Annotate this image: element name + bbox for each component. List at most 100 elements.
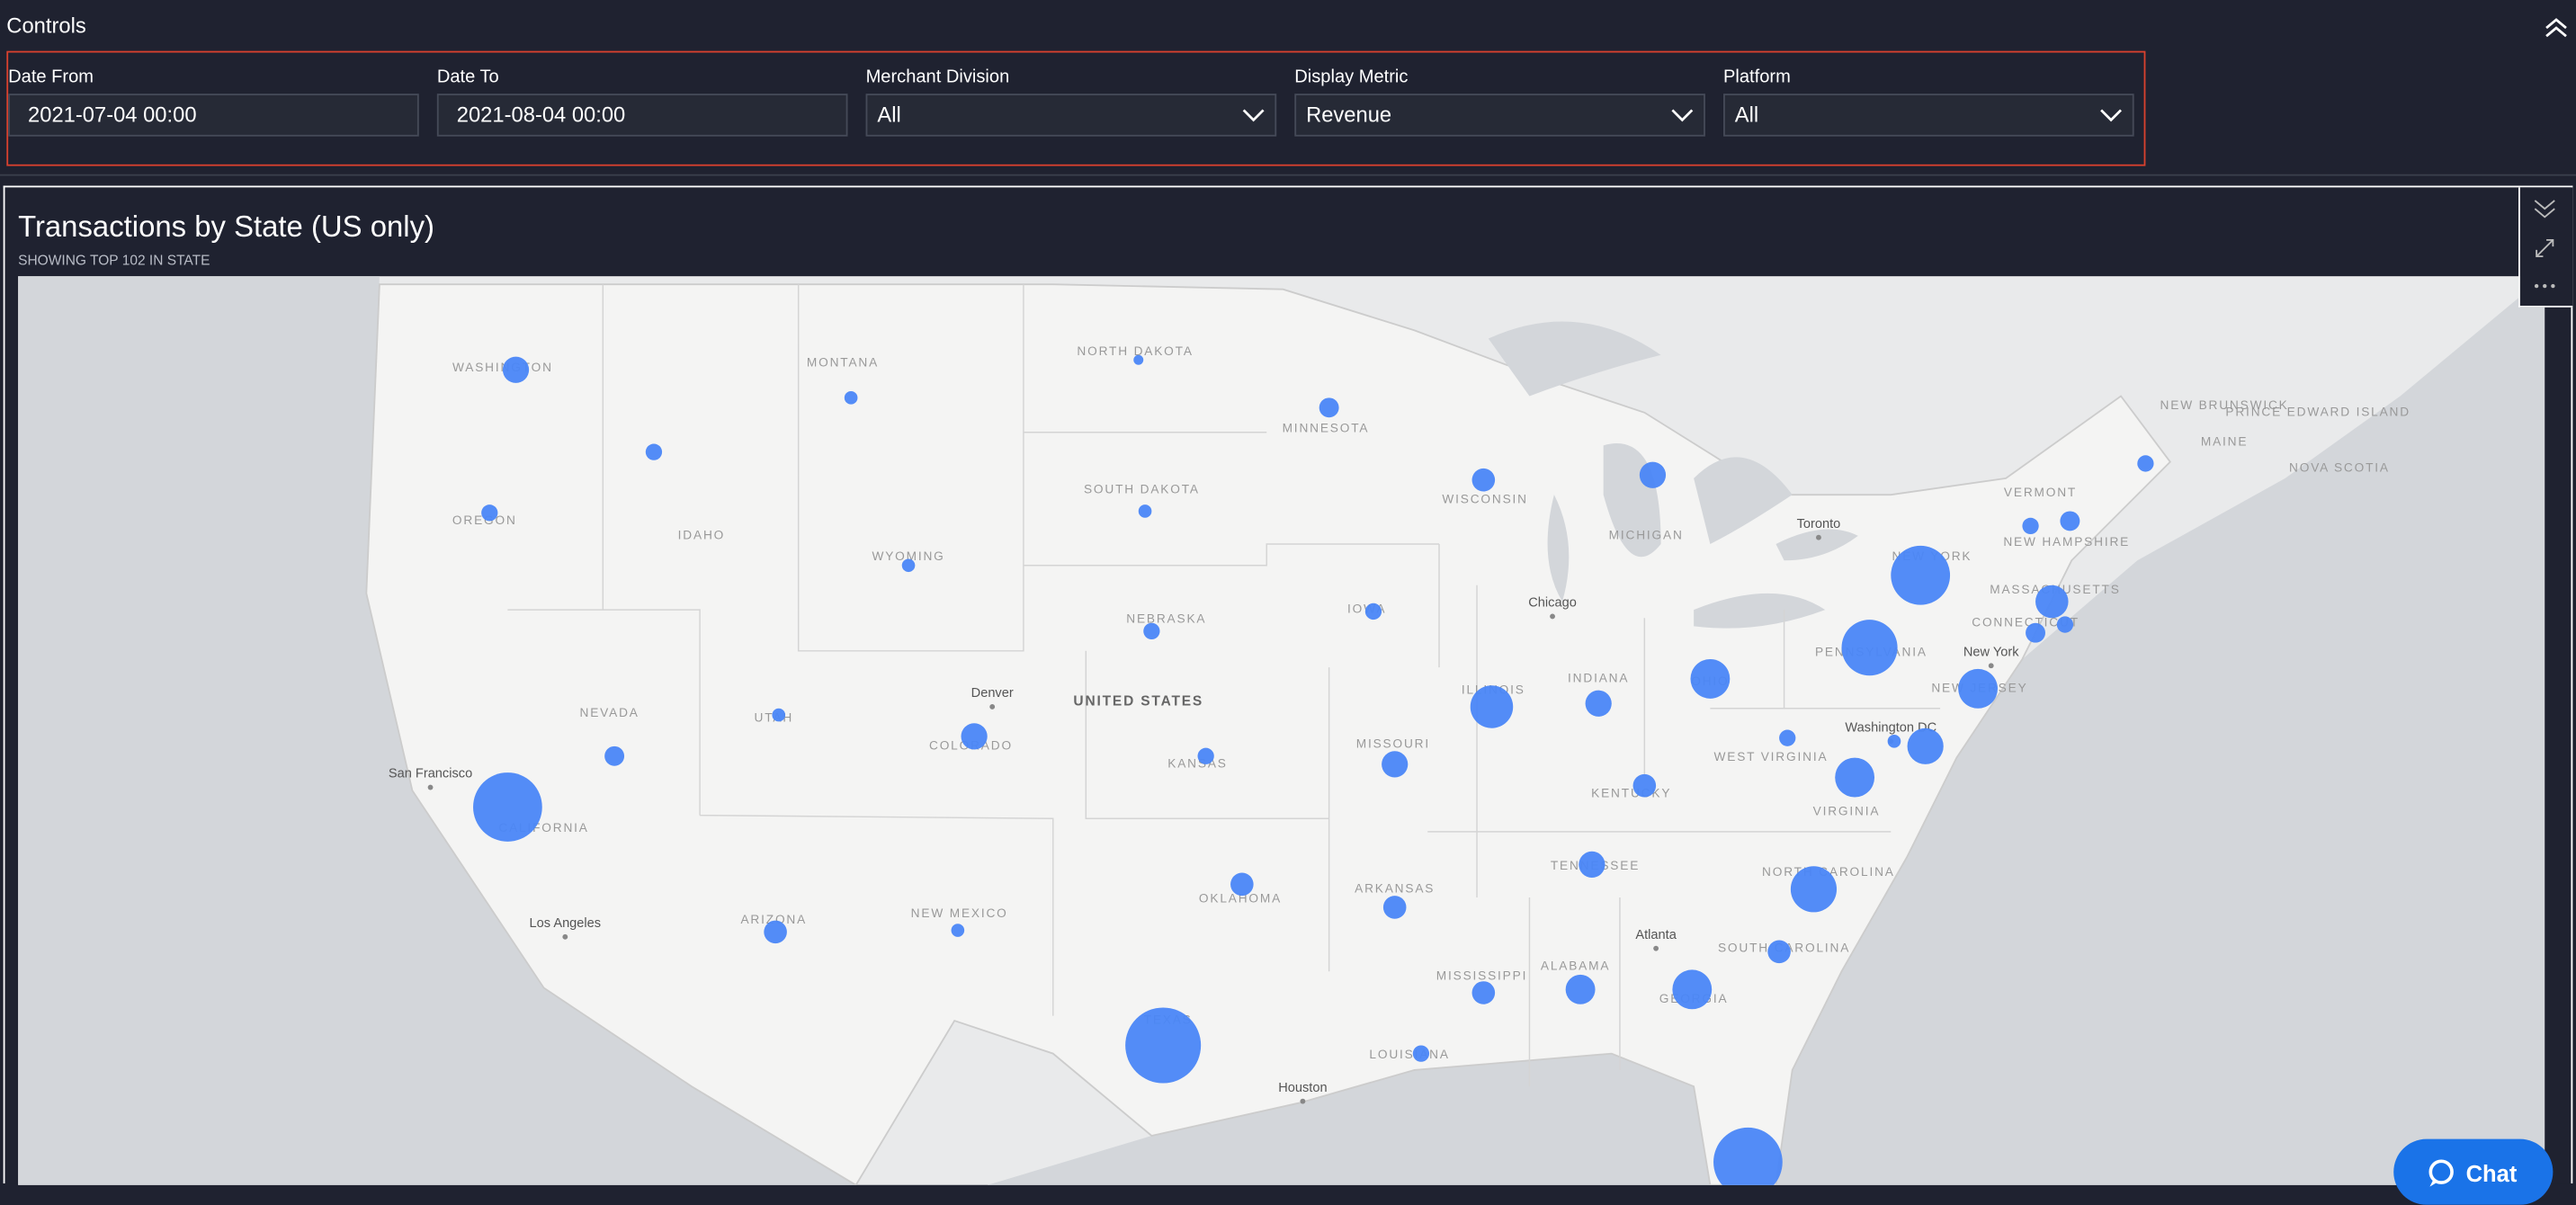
state-label: UNITED STATES: [1073, 694, 1203, 710]
state-label: INDIANA: [1568, 672, 1629, 685]
state-bubble[interactable]: [1382, 751, 1409, 778]
state-bubble[interactable]: [901, 558, 916, 573]
city-label: Los Angeles: [530, 916, 602, 931]
chevron-path: [1671, 109, 1694, 122]
state-bubble[interactable]: [1891, 545, 1951, 605]
state-bubble[interactable]: [1690, 658, 1731, 699]
filter-value: Revenue: [1306, 102, 1392, 127]
city-dot: [562, 933, 568, 940]
filter-value: 2021-07-04 00:00: [28, 102, 197, 127]
panel-title: Transactions by State (US only): [18, 210, 434, 244]
state-label: KANSAS: [1167, 757, 1227, 771]
great-lakes: [1488, 321, 1858, 629]
state-bubble[interactable]: [844, 391, 858, 405]
state-bubble[interactable]: [604, 745, 625, 766]
city-dot: [1653, 945, 1659, 951]
state-bubble[interactable]: [645, 443, 663, 460]
filter-field: Date To 2021-08-04 00:00: [436, 67, 848, 137]
state-bubble[interactable]: [1841, 620, 1898, 676]
state-label: NEW BRUNSWICK: [2160, 398, 2289, 412]
state-bubble[interactable]: [1565, 974, 1596, 1004]
state-bubble[interactable]: [1585, 690, 1612, 717]
state-bubble[interactable]: [1958, 668, 1999, 709]
state-bubble[interactable]: [1471, 468, 1496, 492]
gulf: [987, 1053, 1743, 1185]
state-bubble[interactable]: [772, 708, 786, 722]
dropdown[interactable]: Revenue: [1294, 94, 1705, 137]
state-bubble[interactable]: [1230, 872, 1254, 897]
panel-toolbar: [2518, 187, 2573, 308]
state-bubble[interactable]: [1779, 729, 1796, 746]
state-label: IDAHO: [678, 528, 725, 541]
state-bubble[interactable]: [1382, 896, 1407, 919]
state-bubble[interactable]: [1138, 504, 1152, 518]
state-bubble[interactable]: [2060, 511, 2080, 531]
filter-label: Date To: [436, 67, 499, 87]
state-bubble[interactable]: [764, 920, 787, 944]
state-bubble[interactable]: [2035, 585, 2069, 619]
state-label: OREGON: [452, 513, 517, 527]
filter-field: Platform All: [1722, 67, 2134, 137]
map-panel: Transactions by State (US only) SHOWING …: [3, 185, 2573, 1185]
state-bubble[interactable]: [961, 723, 988, 750]
state-label: WEST VIRGINIA: [1714, 750, 1829, 763]
state-label: MISSOURI: [1356, 737, 1430, 751]
state-bubble[interactable]: [1767, 940, 1791, 964]
dropdown[interactable]: All: [1722, 94, 2134, 137]
state-label: SOUTH DAKOTA: [1084, 482, 1200, 495]
state-bubble[interactable]: [1125, 1007, 1202, 1084]
collapse-icon[interactable]: [2543, 14, 2569, 38]
dropdown[interactable]: All: [865, 94, 1277, 137]
state-bubble[interactable]: [951, 924, 965, 937]
filter-value: All: [877, 102, 901, 127]
state-bubble[interactable]: [1835, 757, 1875, 798]
state-bubble[interactable]: [1887, 735, 1901, 748]
state-bubble[interactable]: [481, 504, 498, 522]
state-bubble[interactable]: [1143, 622, 1160, 640]
state-bubble[interactable]: [1133, 354, 1144, 365]
state-bubble[interactable]: [1713, 1127, 1783, 1185]
state-bubble[interactable]: [1197, 747, 1214, 764]
city-label: New York: [1963, 645, 2019, 659]
state-bubble[interactable]: [502, 356, 530, 383]
state-label: NEVADA: [580, 706, 640, 719]
state-label: VERMONT: [2004, 486, 2077, 499]
state-bubble[interactable]: [1907, 727, 1944, 764]
state-bubble[interactable]: [2056, 616, 2074, 633]
text-input[interactable]: 2021-07-04 00:00: [8, 94, 419, 137]
state-bubble[interactable]: [2026, 622, 2045, 643]
chevron: [2100, 109, 2122, 122]
state-bubble[interactable]: [1471, 981, 1496, 1004]
text-input[interactable]: 2021-08-04 00:00: [436, 94, 848, 137]
state-label: MISSISSIPPI: [1436, 968, 1527, 982]
state-bubble[interactable]: [1319, 397, 1339, 418]
state-label: NORTH DAKOTA: [1077, 344, 1193, 358]
state-bubble[interactable]: [1632, 773, 1657, 798]
filter-label: Platform: [1722, 67, 1791, 87]
chevron-path: [1242, 109, 1265, 122]
city-label: Chicago: [1528, 596, 1577, 611]
state-label: CONNECTICUT: [1972, 615, 2080, 629]
state-bubble[interactable]: [1790, 866, 1838, 913]
state-label: MINNESOTA: [1283, 422, 1370, 435]
state-label: OKLAHOMA: [1199, 891, 1282, 905]
state-bubble[interactable]: [1470, 685, 1514, 728]
state-bubble[interactable]: [2137, 455, 2154, 472]
state-label: NEW HAMPSHIRE: [2003, 535, 2130, 549]
state-bubble[interactable]: [1672, 969, 1713, 1010]
state-bubble[interactable]: [1639, 461, 1667, 488]
state-borders: [507, 284, 1941, 1087]
state-bubble[interactable]: [1364, 602, 1382, 620]
state-bubble[interactable]: [1579, 851, 1606, 879]
state-label: MAINE: [2201, 434, 2248, 448]
pacific: [18, 276, 856, 1185]
filter-field: Date From 2021-07-04 00:00: [8, 67, 419, 137]
state-bubble[interactable]: [473, 772, 542, 842]
state-label: KENTUCKY: [1591, 786, 1671, 799]
chat-button[interactable]: Chat: [2393, 1138, 2554, 1205]
state-bubble[interactable]: [2022, 517, 2039, 535]
toolbar-icons[interactable]: [2520, 187, 2572, 306]
state-bubble[interactable]: [1412, 1045, 1430, 1062]
